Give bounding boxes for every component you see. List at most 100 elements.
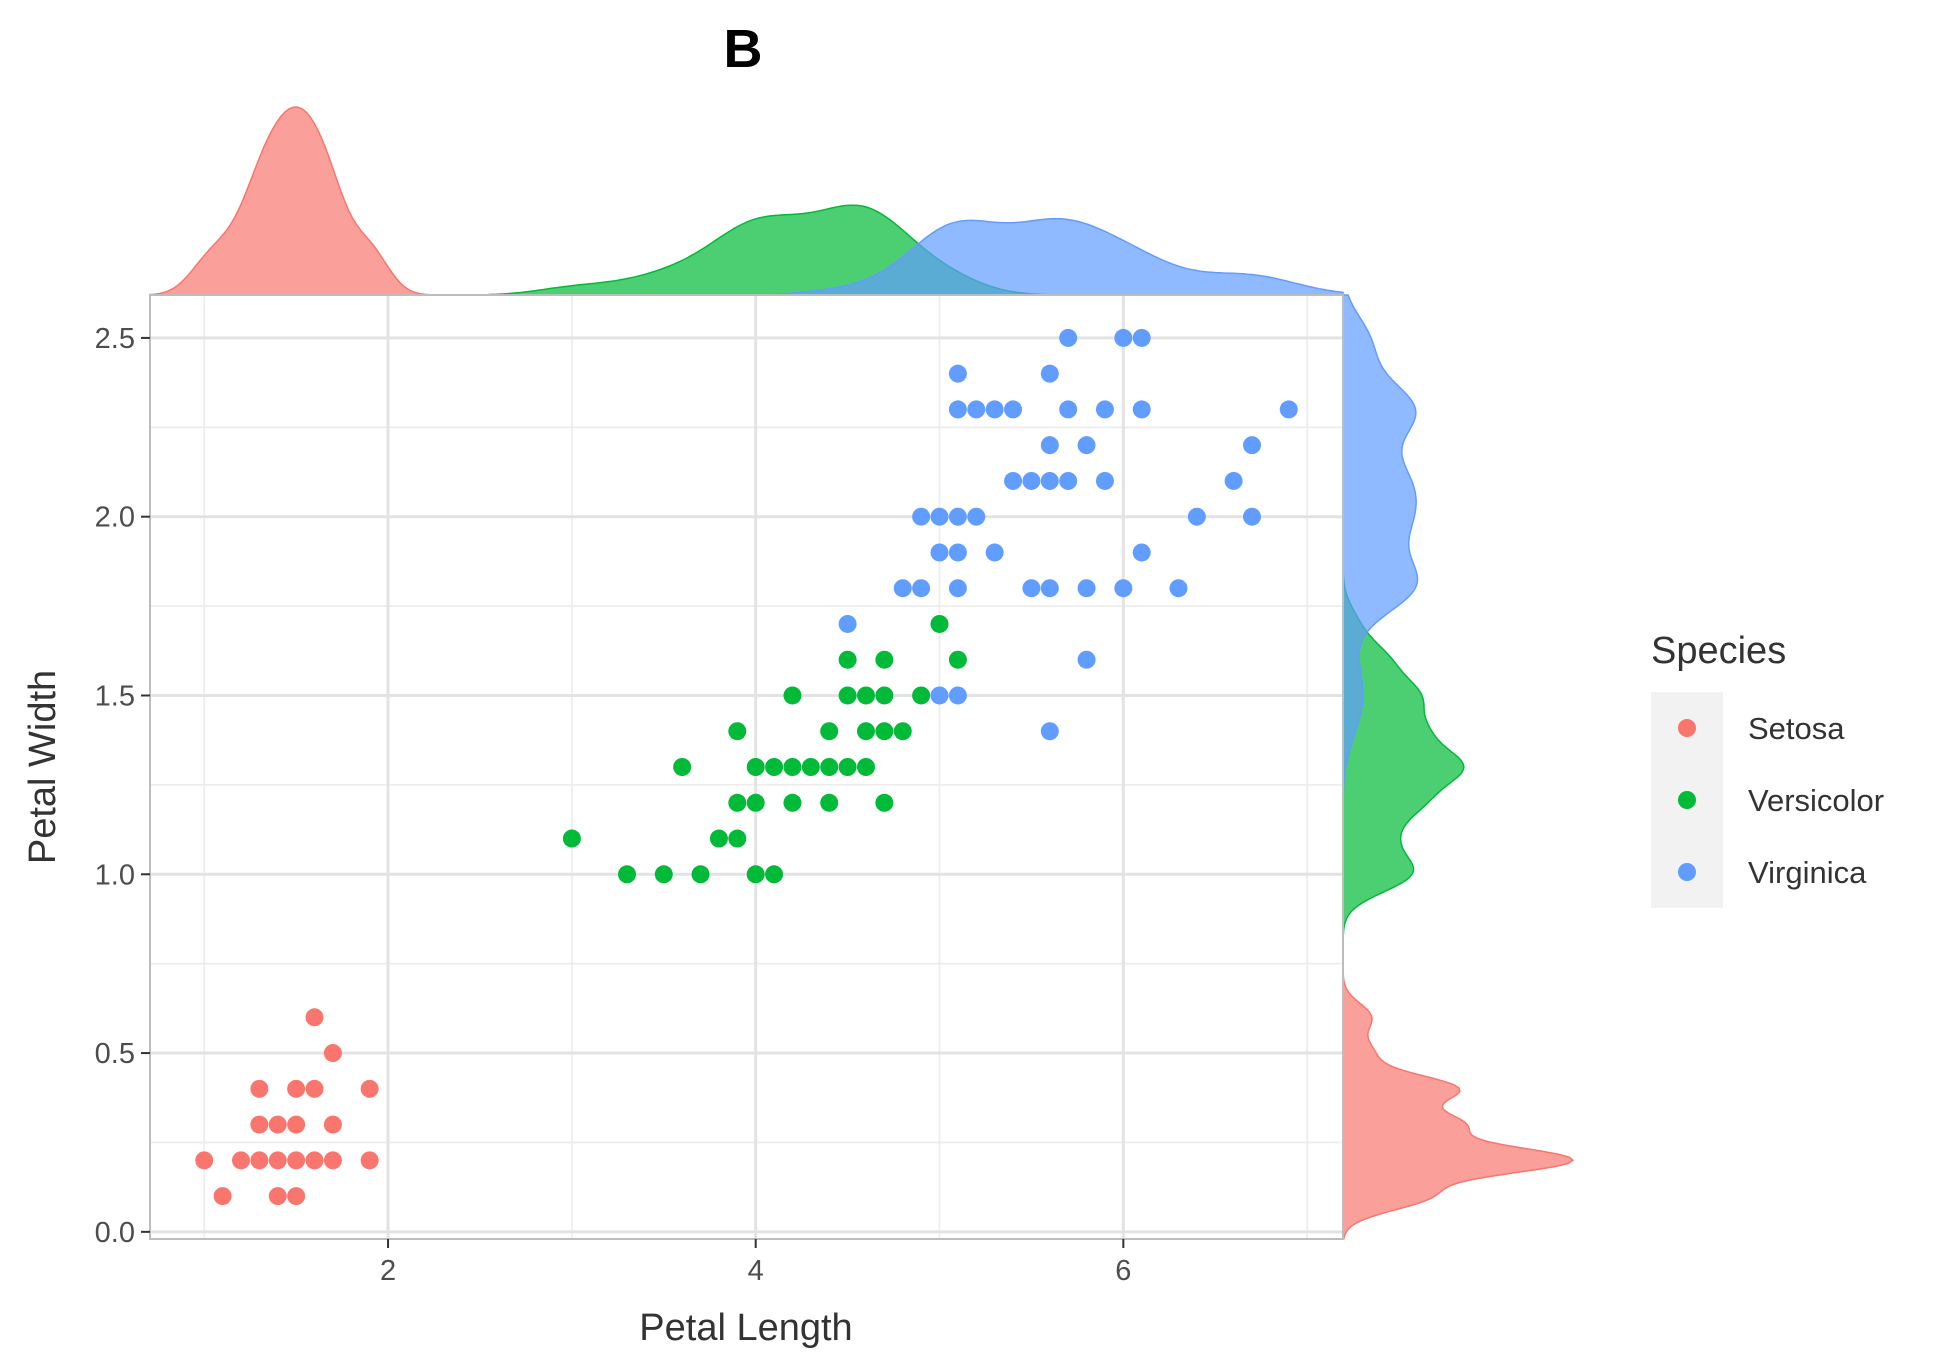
data-point bbox=[287, 1151, 306, 1170]
data-point bbox=[1040, 579, 1059, 598]
data-point bbox=[360, 1151, 379, 1170]
data-point bbox=[268, 1115, 287, 1134]
data-point bbox=[231, 1151, 250, 1170]
data-point bbox=[930, 507, 949, 526]
data-point bbox=[746, 758, 765, 776]
chart-title: B bbox=[724, 19, 763, 79]
data-point bbox=[1059, 471, 1078, 490]
data-point bbox=[268, 1151, 287, 1170]
data-point bbox=[287, 1079, 306, 1098]
data-point bbox=[287, 1115, 306, 1134]
y-axis-title: Petal Width bbox=[22, 670, 64, 864]
data-point bbox=[746, 793, 765, 812]
data-point bbox=[250, 1079, 269, 1098]
data-point bbox=[1114, 328, 1133, 347]
data-point bbox=[1132, 400, 1151, 419]
data-point bbox=[856, 758, 875, 776]
legend-label: Setosa bbox=[1748, 711, 1845, 746]
data-point bbox=[1132, 543, 1151, 562]
data-point bbox=[856, 722, 875, 741]
data-point bbox=[250, 1151, 269, 1170]
data-point bbox=[728, 722, 747, 741]
data-point bbox=[783, 793, 802, 812]
data-point bbox=[1243, 507, 1262, 526]
data-point bbox=[1004, 400, 1023, 419]
data-point bbox=[967, 507, 986, 526]
data-point bbox=[213, 1187, 232, 1206]
data-point bbox=[985, 543, 1004, 562]
data-point bbox=[912, 507, 931, 526]
legend-key bbox=[1678, 719, 1696, 737]
data-point bbox=[930, 686, 949, 705]
data-point bbox=[268, 1187, 287, 1206]
data-point bbox=[930, 543, 949, 562]
data-point bbox=[1004, 471, 1023, 490]
data-point bbox=[1243, 436, 1262, 455]
x-axis-title: Petal Length bbox=[639, 1307, 852, 1349]
data-point bbox=[1132, 328, 1151, 347]
data-point bbox=[1040, 471, 1059, 490]
data-point bbox=[323, 1115, 342, 1134]
x-tick-label: 6 bbox=[1115, 1255, 1131, 1287]
legend-label: Virginica bbox=[1748, 855, 1867, 890]
data-point bbox=[875, 793, 894, 812]
data-point bbox=[305, 1151, 324, 1170]
data-point bbox=[1169, 579, 1188, 598]
data-point bbox=[912, 579, 931, 598]
grid bbox=[150, 295, 1343, 1239]
data-point bbox=[1059, 328, 1078, 347]
data-point bbox=[305, 1008, 324, 1027]
data-point bbox=[838, 614, 857, 633]
data-point bbox=[948, 579, 967, 598]
data-point bbox=[1279, 400, 1298, 419]
right-marginal-density bbox=[1342, 294, 1575, 1240]
data-point bbox=[746, 865, 765, 884]
y-tick-label: 1.5 bbox=[95, 680, 135, 712]
data-point bbox=[912, 686, 931, 705]
data-point bbox=[985, 400, 1004, 419]
data-point bbox=[195, 1151, 214, 1170]
data-point bbox=[1040, 436, 1059, 455]
y-tick-label: 1.0 bbox=[95, 859, 135, 891]
data-point bbox=[1059, 400, 1078, 419]
top-marginal-density bbox=[149, 106, 1344, 296]
data-point bbox=[1114, 579, 1133, 598]
data-point bbox=[673, 758, 692, 776]
y-tick-label: 2.5 bbox=[95, 323, 135, 355]
data-point bbox=[948, 364, 967, 383]
data-point bbox=[948, 400, 967, 419]
legend-title: Species bbox=[1651, 630, 1786, 672]
data-point bbox=[765, 758, 784, 776]
data-point bbox=[1022, 471, 1041, 490]
data-point bbox=[930, 614, 949, 633]
data-point bbox=[1095, 400, 1114, 419]
y-tick-label: 0.0 bbox=[95, 1217, 135, 1249]
x-tick-label: 4 bbox=[748, 1255, 764, 1287]
y-tick-label: 2.0 bbox=[95, 502, 135, 534]
data-point bbox=[1040, 364, 1059, 383]
data-point bbox=[838, 686, 857, 705]
data-point bbox=[562, 829, 581, 848]
data-point bbox=[305, 1079, 324, 1098]
data-point bbox=[1077, 436, 1096, 455]
data-point bbox=[287, 1187, 306, 1206]
data-point bbox=[838, 650, 857, 669]
data-point bbox=[709, 829, 728, 848]
data-point bbox=[948, 507, 967, 526]
data-point bbox=[691, 865, 710, 884]
data-point bbox=[856, 686, 875, 705]
data-point bbox=[875, 722, 894, 741]
data-point bbox=[323, 1151, 342, 1170]
scatter-points bbox=[195, 328, 1298, 1206]
data-point bbox=[893, 722, 912, 741]
data-point bbox=[838, 758, 857, 776]
data-point bbox=[728, 793, 747, 812]
data-point bbox=[250, 1115, 269, 1134]
data-point bbox=[618, 865, 637, 884]
data-point bbox=[1077, 579, 1096, 598]
data-point bbox=[967, 400, 986, 419]
data-point bbox=[783, 758, 802, 776]
data-point bbox=[1077, 650, 1096, 669]
x-tick-label: 2 bbox=[380, 1255, 396, 1287]
